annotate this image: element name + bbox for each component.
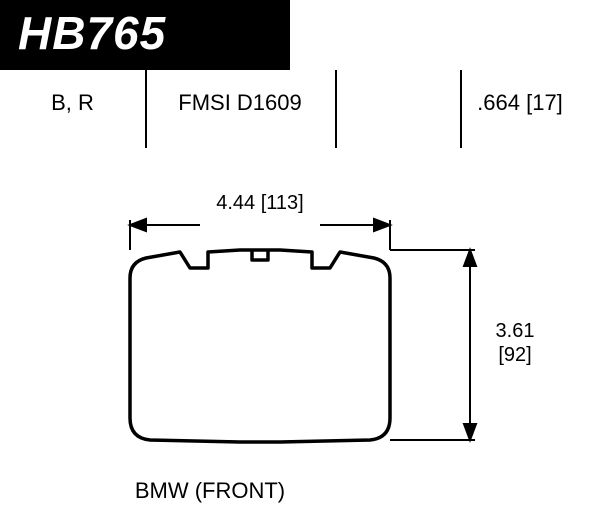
diagram-area: 4.44 [113] 3.61 [92] — [50, 180, 550, 480]
info-value-2: FMSI D1609 — [178, 80, 302, 116]
divider-3 — [460, 70, 462, 148]
info-row: B, R FMSI D1609 .664 [17] — [0, 80, 600, 150]
height-dimension-label-2: [92] — [480, 344, 550, 367]
height-dimension — [390, 250, 476, 440]
part-number: HB765 — [18, 6, 272, 60]
height-dimension-label-1: 3.61 — [480, 320, 550, 343]
header-bar: HB765 — [0, 0, 290, 70]
info-cell-1: B, R — [0, 80, 145, 150]
width-dimension-label: 4.44 [113] — [130, 192, 390, 215]
width-dimension — [130, 219, 390, 250]
caption: BMW (FRONT) — [0, 478, 420, 504]
info-cell-3: .664 [17] — [440, 80, 600, 150]
brake-pad-outline — [130, 250, 390, 442]
divider-2 — [335, 70, 337, 148]
info-cell-2: FMSI D1609 — [145, 80, 335, 150]
info-value-3: .664 [17] — [477, 80, 563, 116]
info-value-1: B, R — [51, 80, 94, 116]
diagram-svg — [50, 180, 550, 480]
divider-1 — [145, 70, 147, 148]
